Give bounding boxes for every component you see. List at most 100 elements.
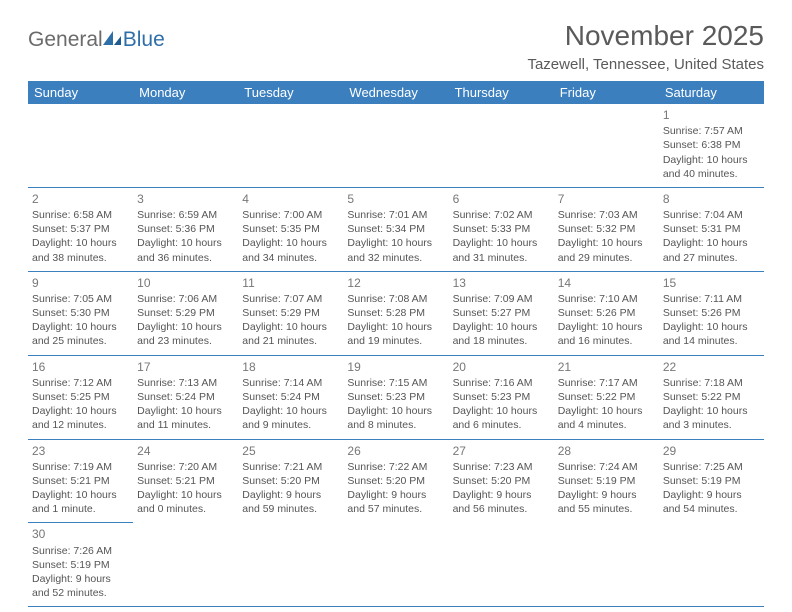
sunset-text: Sunset: 5:20 PM: [453, 474, 550, 488]
day-number: 26: [347, 443, 444, 459]
day-number: 19: [347, 359, 444, 375]
weekday-header-row: Sunday Monday Tuesday Wednesday Thursday…: [28, 81, 764, 104]
sunrise-text: Sunrise: 7:57 AM: [663, 124, 760, 138]
daylight-text: Daylight: 10 hours and 27 minutes.: [663, 236, 760, 264]
day-number: 21: [558, 359, 655, 375]
calendar-day-cell: 30Sunrise: 7:26 AMSunset: 5:19 PMDayligh…: [28, 523, 133, 606]
daylight-text: Daylight: 10 hours and 34 minutes.: [242, 236, 339, 264]
sunset-text: Sunset: 5:29 PM: [137, 306, 234, 320]
day-number: 17: [137, 359, 234, 375]
sunrise-text: Sunrise: 7:19 AM: [32, 460, 129, 474]
day-number: 28: [558, 443, 655, 459]
calendar-day-cell: 10Sunrise: 7:06 AMSunset: 5:29 PMDayligh…: [133, 271, 238, 355]
logo: General Blue: [28, 28, 165, 52]
sunset-text: Sunset: 5:19 PM: [558, 474, 655, 488]
sunrise-text: Sunrise: 7:12 AM: [32, 376, 129, 390]
sunrise-text: Sunrise: 7:01 AM: [347, 208, 444, 222]
daylight-text: Daylight: 9 hours and 54 minutes.: [663, 488, 760, 516]
daylight-text: Daylight: 10 hours and 4 minutes.: [558, 404, 655, 432]
day-number: 27: [453, 443, 550, 459]
daylight-text: Daylight: 10 hours and 21 minutes.: [242, 320, 339, 348]
sunset-text: Sunset: 5:37 PM: [32, 222, 129, 236]
day-number: 23: [32, 443, 129, 459]
day-number: 22: [663, 359, 760, 375]
daylight-text: Daylight: 10 hours and 12 minutes.: [32, 404, 129, 432]
day-number: 3: [137, 191, 234, 207]
weekday-header: Thursday: [449, 81, 554, 104]
calendar-day-cell: [554, 523, 659, 606]
daylight-text: Daylight: 10 hours and 36 minutes.: [137, 236, 234, 264]
sunset-text: Sunset: 6:38 PM: [663, 138, 760, 152]
sunrise-text: Sunrise: 6:58 AM: [32, 208, 129, 222]
weekday-header: Monday: [133, 81, 238, 104]
day-number: 25: [242, 443, 339, 459]
daylight-text: Daylight: 9 hours and 55 minutes.: [558, 488, 655, 516]
sunrise-text: Sunrise: 7:20 AM: [137, 460, 234, 474]
daylight-text: Daylight: 10 hours and 14 minutes.: [663, 320, 760, 348]
calendar-day-cell: 19Sunrise: 7:15 AMSunset: 5:23 PMDayligh…: [343, 355, 448, 439]
sunset-text: Sunset: 5:29 PM: [242, 306, 339, 320]
calendar-day-cell: 29Sunrise: 7:25 AMSunset: 5:19 PMDayligh…: [659, 439, 764, 523]
calendar-day-cell: 25Sunrise: 7:21 AMSunset: 5:20 PMDayligh…: [238, 439, 343, 523]
calendar-day-cell: 12Sunrise: 7:08 AMSunset: 5:28 PMDayligh…: [343, 271, 448, 355]
daylight-text: Daylight: 10 hours and 31 minutes.: [453, 236, 550, 264]
sunrise-text: Sunrise: 7:04 AM: [663, 208, 760, 222]
sunrise-text: Sunrise: 7:24 AM: [558, 460, 655, 474]
calendar-day-cell: 7Sunrise: 7:03 AMSunset: 5:32 PMDaylight…: [554, 187, 659, 271]
calendar-day-cell: [343, 104, 448, 187]
day-number: 20: [453, 359, 550, 375]
weekday-header: Friday: [554, 81, 659, 104]
calendar-day-cell: [554, 104, 659, 187]
day-number: 11: [242, 275, 339, 291]
weekday-header: Sunday: [28, 81, 133, 104]
sunrise-text: Sunrise: 7:26 AM: [32, 544, 129, 558]
calendar-day-cell: 28Sunrise: 7:24 AMSunset: 5:19 PMDayligh…: [554, 439, 659, 523]
calendar-day-cell: 14Sunrise: 7:10 AMSunset: 5:26 PMDayligh…: [554, 271, 659, 355]
sunset-text: Sunset: 5:24 PM: [242, 390, 339, 404]
calendar-day-cell: 16Sunrise: 7:12 AMSunset: 5:25 PMDayligh…: [28, 355, 133, 439]
calendar-day-cell: [659, 523, 764, 606]
day-number: 1: [663, 107, 760, 123]
logo-text-blue: Blue: [123, 28, 165, 52]
daylight-text: Daylight: 10 hours and 0 minutes.: [137, 488, 234, 516]
day-number: 29: [663, 443, 760, 459]
sunrise-text: Sunrise: 7:14 AM: [242, 376, 339, 390]
day-number: 24: [137, 443, 234, 459]
sunset-text: Sunset: 5:31 PM: [663, 222, 760, 236]
day-number: 18: [242, 359, 339, 375]
calendar-table: Sunday Monday Tuesday Wednesday Thursday…: [28, 81, 764, 606]
sunrise-text: Sunrise: 7:15 AM: [347, 376, 444, 390]
sunrise-text: Sunrise: 7:05 AM: [32, 292, 129, 306]
calendar-day-cell: 5Sunrise: 7:01 AMSunset: 5:34 PMDaylight…: [343, 187, 448, 271]
calendar-day-cell: 13Sunrise: 7:09 AMSunset: 5:27 PMDayligh…: [449, 271, 554, 355]
sunrise-text: Sunrise: 7:23 AM: [453, 460, 550, 474]
calendar-day-cell: 9Sunrise: 7:05 AMSunset: 5:30 PMDaylight…: [28, 271, 133, 355]
sunrise-text: Sunrise: 7:10 AM: [558, 292, 655, 306]
calendar-day-cell: [28, 104, 133, 187]
sunrise-text: Sunrise: 6:59 AM: [137, 208, 234, 222]
day-number: 6: [453, 191, 550, 207]
calendar-day-cell: 6Sunrise: 7:02 AMSunset: 5:33 PMDaylight…: [449, 187, 554, 271]
sail-icon: [101, 29, 123, 52]
day-number: 7: [558, 191, 655, 207]
sunset-text: Sunset: 5:23 PM: [347, 390, 444, 404]
logo-text-general: General: [28, 28, 103, 52]
sunrise-text: Sunrise: 7:25 AM: [663, 460, 760, 474]
calendar-day-cell: 18Sunrise: 7:14 AMSunset: 5:24 PMDayligh…: [238, 355, 343, 439]
weekday-header: Wednesday: [343, 81, 448, 104]
day-number: 14: [558, 275, 655, 291]
title-block: November 2025 Tazewell, Tennessee, Unite…: [527, 20, 764, 73]
daylight-text: Daylight: 9 hours and 59 minutes.: [242, 488, 339, 516]
daylight-text: Daylight: 9 hours and 56 minutes.: [453, 488, 550, 516]
sunset-text: Sunset: 5:32 PM: [558, 222, 655, 236]
sunset-text: Sunset: 5:22 PM: [558, 390, 655, 404]
daylight-text: Daylight: 10 hours and 32 minutes.: [347, 236, 444, 264]
calendar-day-cell: 1Sunrise: 7:57 AMSunset: 6:38 PMDaylight…: [659, 104, 764, 187]
day-number: 9: [32, 275, 129, 291]
day-number: 8: [663, 191, 760, 207]
header-row: General Blue November 2025 Tazewell, Ten…: [28, 20, 764, 73]
weekday-header: Saturday: [659, 81, 764, 104]
daylight-text: Daylight: 10 hours and 11 minutes.: [137, 404, 234, 432]
daylight-text: Daylight: 10 hours and 40 minutes.: [663, 153, 760, 181]
calendar-day-cell: 23Sunrise: 7:19 AMSunset: 5:21 PMDayligh…: [28, 439, 133, 523]
